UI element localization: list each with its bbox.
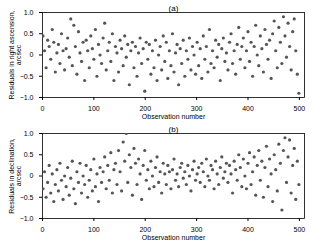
svg-text:1.0: 1.0 [24,9,34,16]
svg-text:(a): (a) [169,4,179,13]
svg-text:Residuals in declination,arcse: Residuals in declination,arcsec [8,138,22,214]
svg-text:100: 100 [88,105,100,112]
svg-text:0: 0 [41,105,45,112]
svg-text:200: 200 [139,105,151,112]
svg-text:200: 200 [139,226,151,233]
svg-text:−1.0: −1.0 [20,215,34,222]
svg-text:500: 500 [294,226,306,233]
svg-text:300: 300 [191,105,203,112]
svg-text:0.5: 0.5 [24,30,34,37]
svg-text:0: 0 [41,226,45,233]
svg-text:400: 400 [242,105,254,112]
svg-text:−0.5: −0.5 [20,193,34,200]
svg-text:500: 500 [294,105,306,112]
svg-text:Observation number: Observation number [142,234,206,241]
svg-text:400: 400 [242,226,254,233]
svg-text:0: 0 [30,172,34,179]
svg-text:1.0: 1.0 [24,130,34,137]
svg-text:Observation number: Observation number [142,113,206,120]
svg-text:0: 0 [30,51,34,58]
svg-text:0.5: 0.5 [24,151,34,158]
svg-text:−0.5: −0.5 [20,72,34,79]
svg-text:Residuals in right ascension,a: Residuals in right ascension,arcsec [8,10,22,99]
svg-text:100: 100 [88,226,100,233]
svg-text:−1.0: −1.0 [20,94,34,101]
svg-text:300: 300 [191,226,203,233]
svg-text:(b): (b) [169,125,179,134]
